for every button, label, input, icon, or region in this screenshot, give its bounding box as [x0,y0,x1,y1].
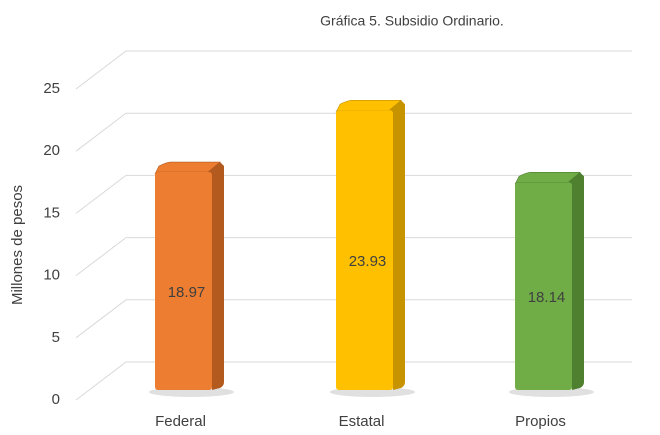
grid-line [75,361,632,401]
y-tick-label: 25 [43,80,60,97]
bar [515,182,572,390]
grid-line [75,237,632,276]
x-tick-label: Federal [155,413,206,430]
grid-line [75,50,632,90]
x-tick-label: Estatal [339,413,385,430]
bar-top [335,100,402,113]
y-tick-label: 5 [52,329,60,346]
bar-top [514,172,581,185]
data-label: 23.93 [349,253,387,270]
bar-top [154,161,221,175]
grid-line [75,299,632,339]
bar [155,172,212,390]
y-tick-label: 10 [43,267,60,284]
grid-line [75,174,632,214]
y-tick-label: 20 [43,142,60,159]
data-label: 18.14 [528,289,566,306]
bar [336,110,393,391]
data-label: 18.97 [168,284,206,301]
y-axis-label: Millones de pesos [9,185,26,305]
chart-title: Gráfica 5. Subsidio Ordinario. [320,13,504,29]
y-tick-label: 0 [52,391,60,408]
grid-line [75,112,632,152]
x-tick-label: Propios [515,413,566,430]
y-tick-label: 15 [43,204,60,221]
